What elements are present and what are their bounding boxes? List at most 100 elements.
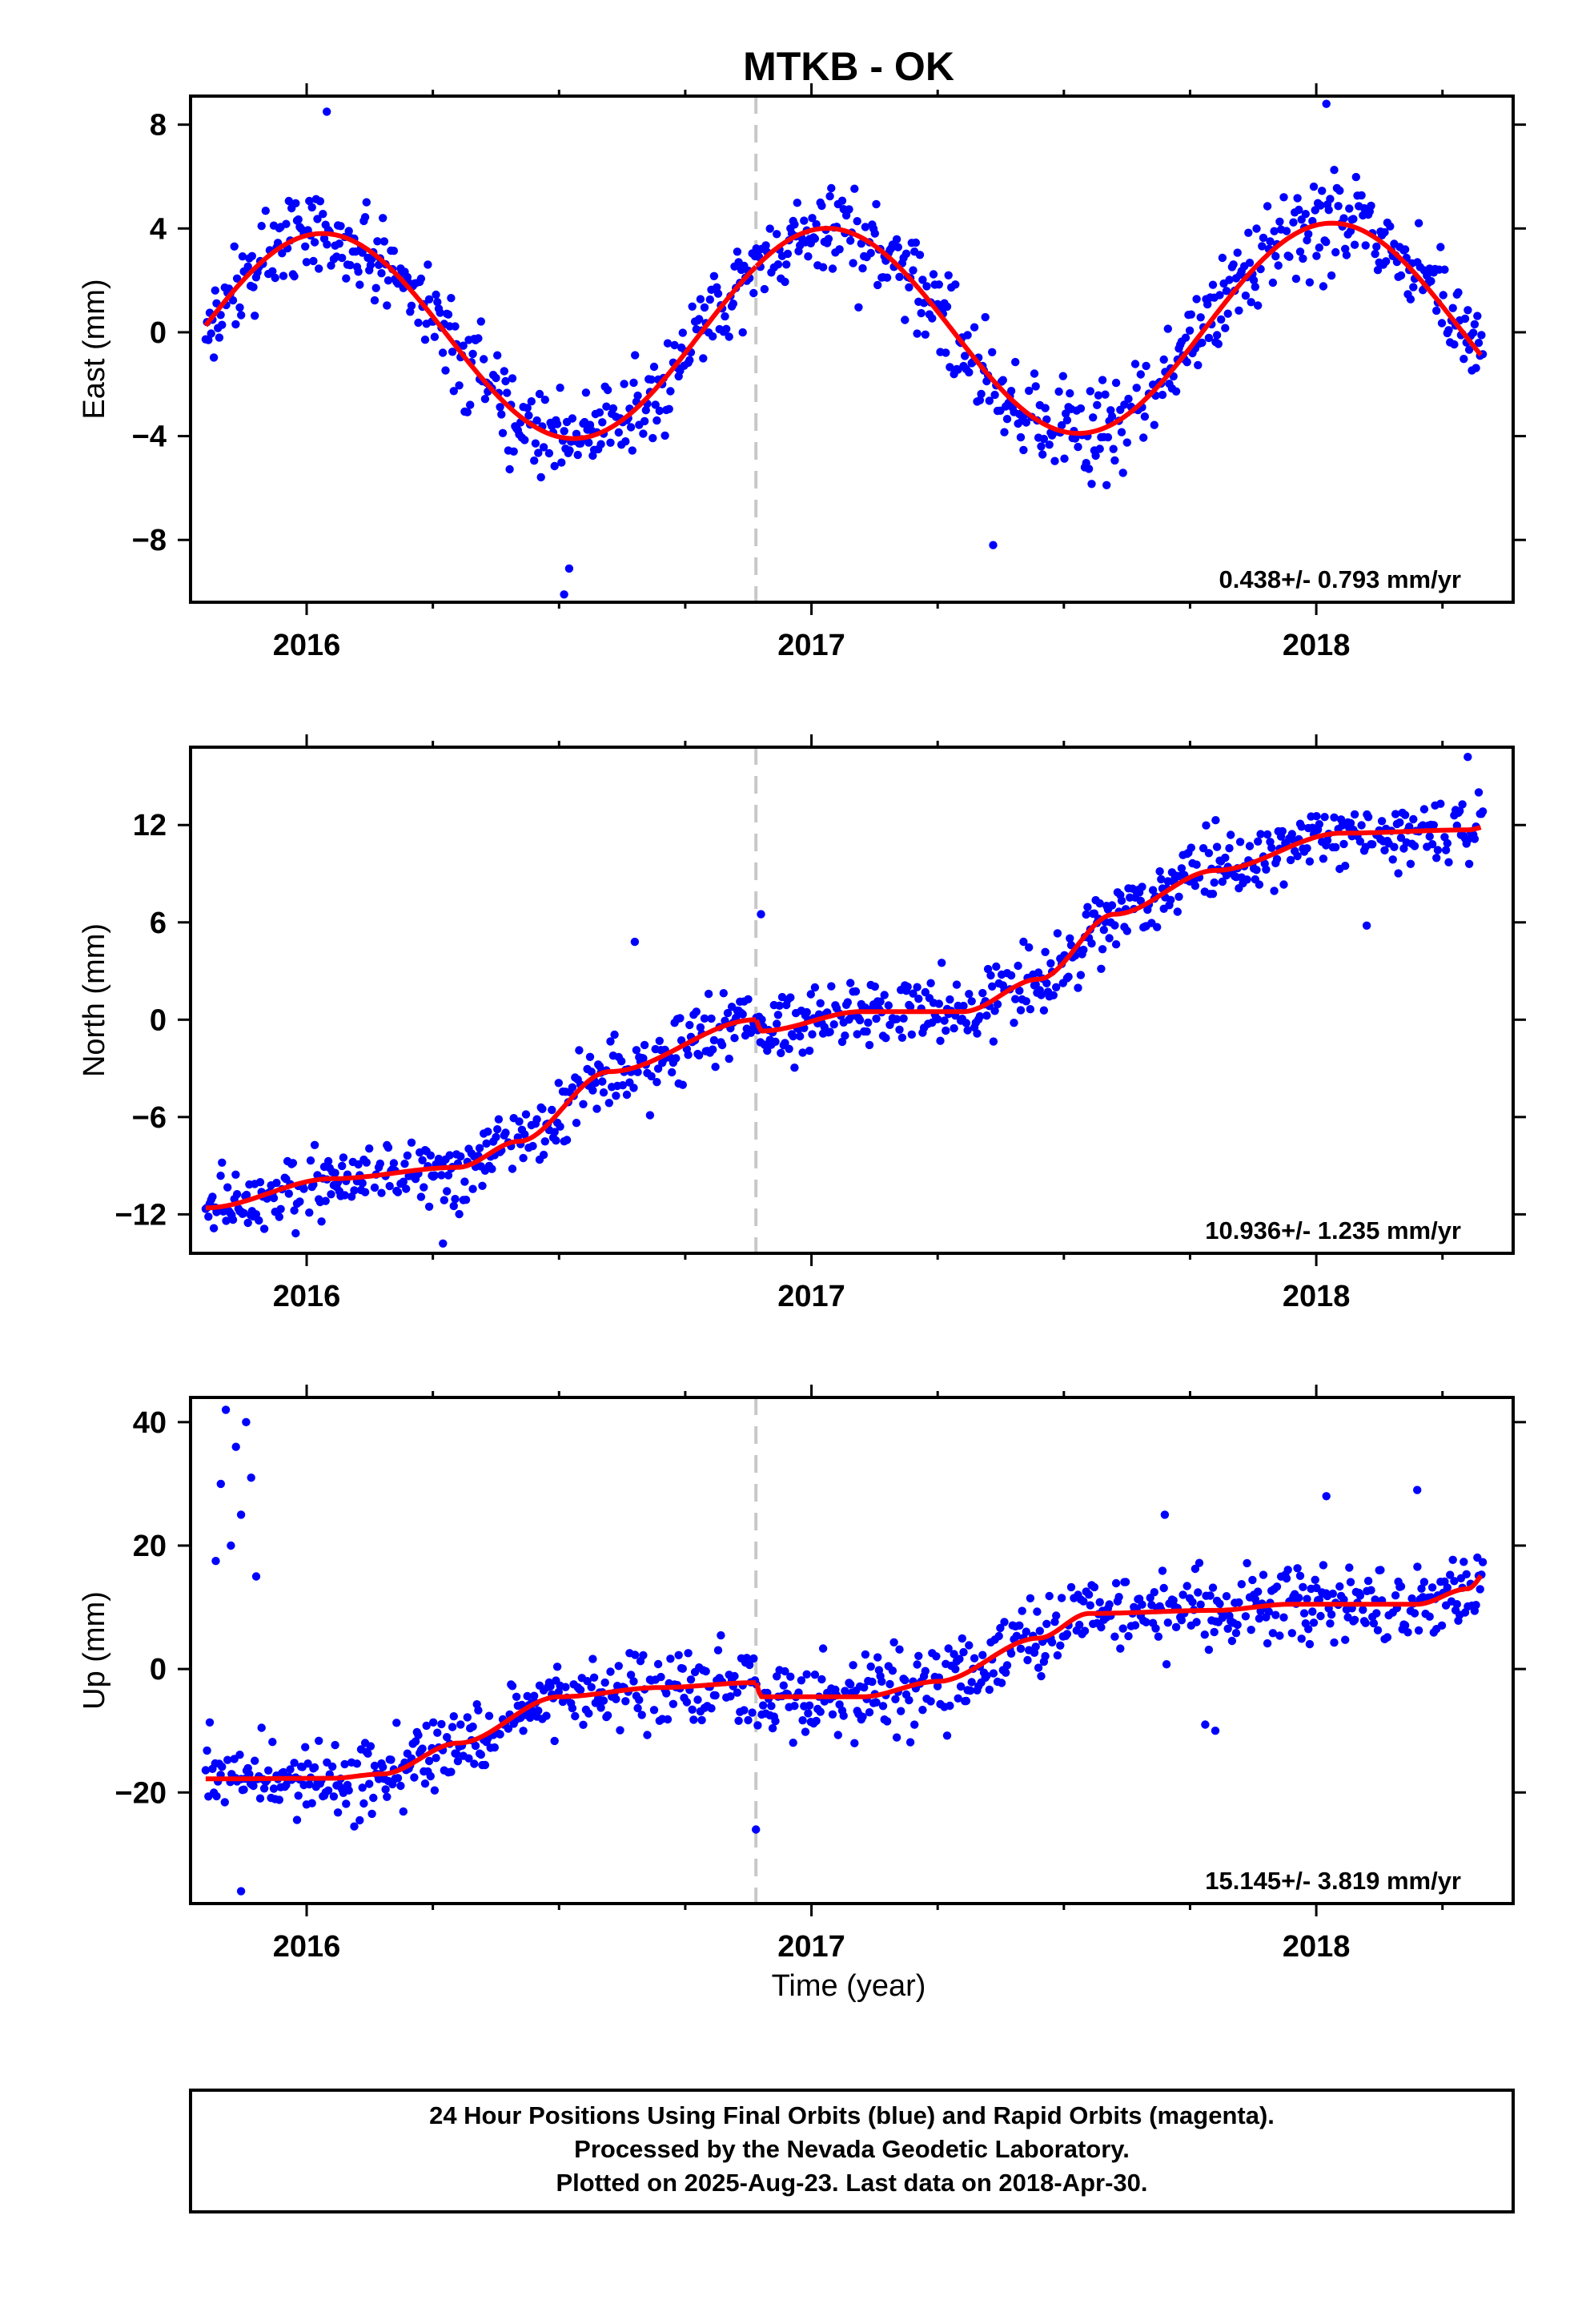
data-point-263 — [595, 408, 604, 417]
data-point-539 — [1042, 1619, 1051, 1629]
data-point-27 — [243, 262, 252, 271]
data-point-431 — [854, 303, 863, 312]
data-point-227 — [540, 396, 549, 404]
data-point-313 — [686, 1675, 696, 1684]
data-point-717 — [1327, 1610, 1336, 1619]
data-point-493 — [970, 1654, 979, 1663]
data-point-422 — [860, 1683, 869, 1692]
data-point-331 — [723, 1008, 733, 1018]
data-point-185 — [476, 1750, 485, 1759]
data-point-378 — [789, 1739, 797, 1747]
data-point-118 — [379, 1763, 387, 1771]
data-point-137 — [420, 1183, 428, 1192]
data-point-37 — [255, 1216, 263, 1225]
data-point-428 — [849, 259, 857, 267]
data-point-24 — [238, 252, 247, 261]
data-point-226 — [539, 443, 548, 452]
data-point-315 — [689, 1715, 698, 1724]
data-point-490 — [942, 302, 952, 312]
data-point-116 — [385, 1181, 394, 1191]
data-point-244 — [568, 414, 577, 423]
data-point-657 — [1241, 1612, 1251, 1621]
data-point-348 — [742, 1654, 751, 1663]
data-point-750 — [1349, 215, 1358, 223]
outlier-point-9 — [752, 1825, 761, 1834]
data-point-807 — [1473, 1553, 1482, 1562]
data-point-229 — [562, 1136, 572, 1144]
data-point-93 — [340, 1191, 349, 1200]
data-point-220 — [531, 439, 540, 448]
data-point-538 — [1041, 1651, 1050, 1661]
data-point-108 — [365, 1779, 374, 1788]
data-point-390 — [806, 990, 815, 999]
data-point-383 — [783, 249, 793, 259]
data-point-232 — [568, 1083, 577, 1092]
data-point-214 — [520, 436, 529, 444]
data-point-534 — [1037, 991, 1046, 999]
data-point-300 — [666, 1655, 675, 1663]
data-point-784 — [1427, 840, 1437, 849]
data-point-632 — [1200, 1630, 1210, 1639]
data-point-333 — [717, 1630, 725, 1640]
data-point-275 — [633, 1068, 642, 1076]
data-point-679 — [1256, 830, 1265, 838]
data-point-788 — [1406, 295, 1415, 304]
data-point-444 — [891, 1695, 900, 1703]
data-point-736 — [1355, 1591, 1365, 1600]
data-point-630 — [1195, 1558, 1204, 1567]
data-point-13 — [223, 1755, 232, 1764]
data-point-759 — [1390, 842, 1399, 851]
data-point-764 — [1371, 249, 1379, 259]
data-point-119 — [389, 1159, 399, 1168]
data-points — [201, 99, 1488, 599]
data-point-109 — [366, 1742, 375, 1751]
data-point-469 — [933, 1682, 942, 1691]
data-point-704 — [1279, 193, 1288, 202]
data-point-739 — [1355, 837, 1365, 846]
data-point-310 — [682, 1698, 692, 1707]
data-point-675 — [1233, 248, 1242, 257]
data-point-739 — [1361, 1618, 1370, 1627]
data-point-562 — [1057, 420, 1066, 430]
data-point-495 — [973, 1029, 982, 1038]
data-point-365 — [768, 1723, 777, 1733]
data-point-51 — [275, 1212, 283, 1221]
data-point-450 — [901, 1675, 909, 1685]
data-point-14 — [222, 1216, 231, 1225]
data-point-19 — [230, 242, 239, 251]
data-point-50 — [279, 1767, 288, 1777]
data-point-702 — [1275, 217, 1284, 226]
data-point-322 — [709, 1045, 717, 1054]
data-point-288 — [655, 1036, 664, 1046]
data-point-412 — [841, 1031, 849, 1040]
data-point-415 — [850, 1739, 859, 1747]
data-point-171 — [468, 1184, 477, 1193]
data-point-60 — [294, 215, 303, 224]
data-point-95 — [342, 1799, 351, 1808]
data-point-793 — [1444, 858, 1453, 866]
data-point-752 — [1383, 1633, 1392, 1642]
data-point-141 — [414, 318, 423, 328]
data-point-234 — [552, 1663, 562, 1671]
data-point-468 — [932, 1652, 941, 1661]
data-point-363 — [749, 288, 758, 298]
data-point-57 — [290, 271, 299, 281]
outlier-point-2 — [564, 564, 574, 573]
data-point-808 — [1436, 243, 1445, 251]
data-point-743 — [1339, 214, 1348, 223]
data-point-665 — [1254, 1587, 1263, 1596]
data-point-190 — [494, 1115, 504, 1124]
data-point-820 — [1454, 288, 1463, 297]
data-point-356 — [738, 328, 747, 337]
data-point-368 — [773, 1672, 781, 1681]
data-point-285 — [639, 1651, 648, 1660]
data-point-236 — [557, 458, 566, 467]
data-point-583 — [1110, 921, 1119, 930]
data-point-765 — [1372, 242, 1381, 251]
data-point-397 — [818, 1644, 828, 1653]
data-point-205 — [521, 1110, 531, 1119]
data-point-697 — [1299, 1609, 1309, 1618]
data-points — [201, 753, 1488, 1248]
data-point-87 — [335, 239, 343, 248]
data-point-545 — [1052, 1611, 1061, 1620]
